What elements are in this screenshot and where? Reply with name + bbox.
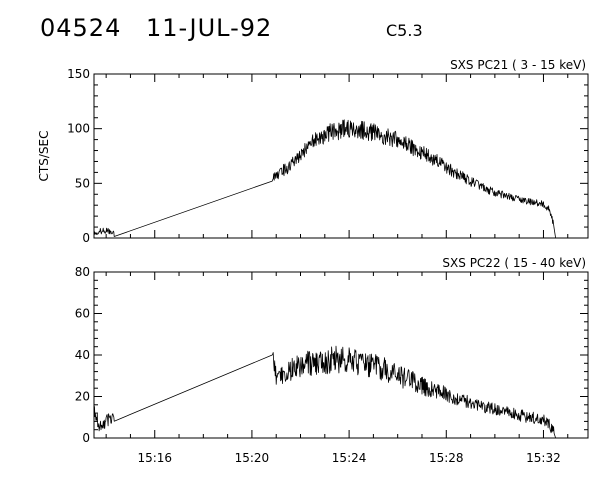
series-line <box>93 345 556 439</box>
event-date: 11-JUL-92 <box>146 14 273 42</box>
series-line <box>93 119 556 239</box>
x-tick-label: 15:32 <box>526 451 561 465</box>
chart-title: SXS PC21 ( 3 - 15 keV) <box>450 58 586 72</box>
x-tick-label: 15:28 <box>429 451 464 465</box>
y-tick-label: 80 <box>75 265 90 279</box>
y-axis-label: CTS/SEC <box>37 131 51 182</box>
y-tick-label: 40 <box>75 348 90 362</box>
event-id: 04524 <box>40 14 122 42</box>
x-tick-label: 15:24 <box>332 451 367 465</box>
y-tick-label: 20 <box>75 390 90 404</box>
y-tick-label: 0 <box>82 231 90 245</box>
y-tick-label: 100 <box>67 122 90 136</box>
chart-title: SXS PC22 ( 15 - 40 keV) <box>442 256 586 270</box>
x-tick-label: 15:20 <box>235 451 270 465</box>
plot-frame <box>93 73 589 239</box>
y-tick-label: 150 <box>67 67 90 81</box>
y-tick-label: 60 <box>75 307 90 321</box>
y-tick-label: 50 <box>75 176 90 190</box>
y-tick-label: 0 <box>82 431 90 445</box>
x-tick-label: 15:16 <box>137 451 172 465</box>
chart-panel-2: SXS PC22 ( 15 - 40 keV) 0 20 40 60 80 15:16 15:… <box>75 256 589 465</box>
goes-class: C5.3 <box>386 21 423 40</box>
chart-panel-1: SXS PC21 ( 3 - 15 keV) CTS/SEC 0 50 100 150 <box>37 58 589 245</box>
